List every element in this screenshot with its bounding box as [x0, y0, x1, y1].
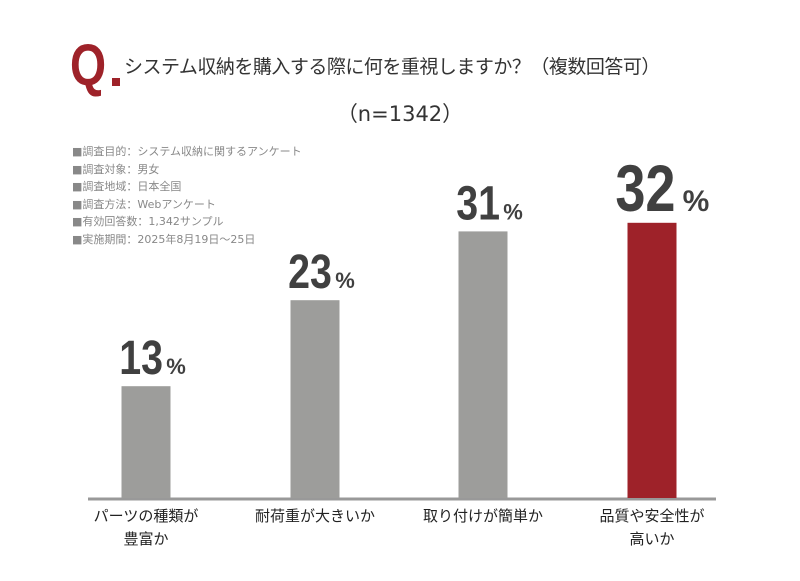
data-label: 32: [615, 151, 675, 225]
percent-unit: %: [166, 354, 186, 379]
category-label: パーツの種類が 豊富か: [61, 505, 231, 551]
meta-line: ■実施期間：2025年8月19日～25日: [72, 232, 256, 246]
data-label: 23: [288, 246, 332, 300]
meta-line: ■調査目的：システム収納に関するアンケート: [72, 145, 302, 158]
category-label: 品質や安全性が 高いか: [567, 505, 737, 551]
meta-line: ■有効回答数：1,342サンプル: [72, 215, 224, 229]
category-label: 取り付けが簡単か: [398, 505, 568, 528]
chart-title: システム収納を購入する際に何を重視しますか？（複数回答可）: [124, 56, 660, 78]
percent-unit: %: [335, 268, 355, 293]
meta-line: ■調査方法：Webアンケート: [72, 197, 216, 211]
bar: [290, 300, 340, 498]
category-label-line: 取り付けが簡単か: [422, 507, 543, 525]
data-label: 13: [119, 332, 163, 386]
question-mark: Q: [70, 33, 106, 98]
data-label: 31: [456, 177, 500, 231]
meta-line: ■調査地域：日本全国: [72, 180, 182, 194]
sample-size: （n=1342）: [336, 102, 464, 126]
category-label-line: 高いか: [629, 530, 675, 548]
bar: [627, 222, 677, 499]
category-label-line: 豊富か: [123, 530, 169, 548]
bar: [458, 231, 508, 498]
category-label-line: パーツの種類が: [93, 507, 199, 525]
bar: [121, 386, 171, 498]
meta-line: ■調査対象：男女: [72, 162, 160, 176]
percent-unit: %: [683, 185, 710, 218]
category-label: 耐荷重が大きいか: [230, 505, 400, 528]
percent-unit: %: [503, 199, 523, 224]
question-dot: [112, 78, 120, 86]
survey-meta: ■調査目的：システム収納に関するアンケート ■調査対象：男女 ■調査地域：日本全…: [72, 143, 302, 249]
category-label-line: 耐荷重が大きいか: [254, 507, 375, 525]
category-label-line: 品質や安全性が: [599, 507, 705, 525]
